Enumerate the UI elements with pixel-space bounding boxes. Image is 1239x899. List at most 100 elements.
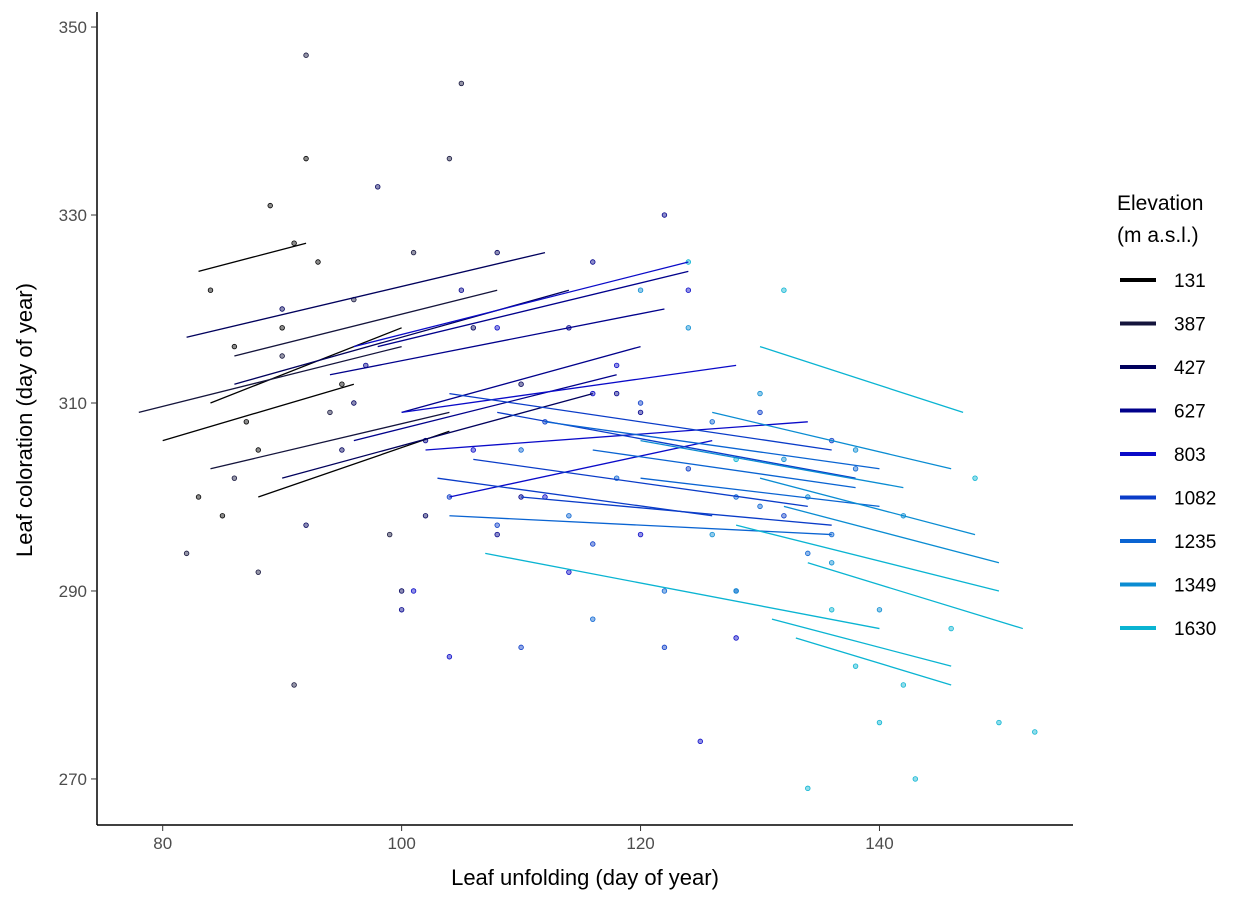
point xyxy=(255,447,261,453)
y-tick-label: 330 xyxy=(59,206,87,225)
point xyxy=(303,52,309,58)
legend-label: 627 xyxy=(1174,402,1206,423)
point xyxy=(733,588,739,594)
point xyxy=(195,494,202,500)
fit-line xyxy=(425,421,808,451)
fit-line xyxy=(210,411,450,470)
fit-line xyxy=(353,374,617,442)
y-tick-label: 290 xyxy=(59,582,87,601)
fit-line xyxy=(329,308,665,376)
point xyxy=(566,513,572,519)
point xyxy=(291,240,297,246)
x-axis-title: Leaf unfolding (day of year) xyxy=(451,865,719,890)
fit-line xyxy=(281,392,593,479)
point xyxy=(243,419,250,425)
point xyxy=(231,343,238,350)
legend-title: Elevation xyxy=(1117,192,1203,215)
point xyxy=(972,475,978,481)
point xyxy=(219,513,226,519)
point xyxy=(279,306,285,312)
point xyxy=(661,588,668,594)
point xyxy=(303,155,309,162)
point xyxy=(446,155,453,162)
point xyxy=(339,381,345,387)
point xyxy=(590,541,596,547)
point xyxy=(805,550,811,557)
point xyxy=(781,456,787,463)
fit-line xyxy=(759,345,964,414)
point xyxy=(410,249,417,256)
point xyxy=(733,635,739,641)
point xyxy=(458,80,465,87)
fit-line xyxy=(186,251,546,338)
fit-line xyxy=(783,505,1000,564)
point xyxy=(613,390,620,397)
point xyxy=(757,503,763,510)
point xyxy=(781,513,787,519)
point xyxy=(637,409,644,416)
point xyxy=(566,569,572,575)
fit-line xyxy=(401,364,737,414)
point xyxy=(267,202,273,209)
point xyxy=(183,550,190,557)
point xyxy=(1032,729,1038,735)
x-tick-label: 80 xyxy=(153,834,172,853)
point xyxy=(637,531,644,538)
point xyxy=(494,249,500,256)
fit-line xyxy=(712,411,952,470)
point xyxy=(697,738,703,745)
point xyxy=(339,447,345,453)
y-axis-title: Leaf coloration (day of year) xyxy=(12,283,37,557)
point xyxy=(518,447,524,453)
point xyxy=(207,287,214,293)
point xyxy=(375,184,381,190)
point xyxy=(255,569,261,575)
fit-line xyxy=(198,242,307,273)
point xyxy=(494,522,500,528)
legend-label: 1349 xyxy=(1174,576,1216,597)
point xyxy=(661,212,668,218)
point xyxy=(470,325,477,331)
x-tick-label: 100 xyxy=(387,834,415,853)
fit-line xyxy=(449,439,713,498)
point xyxy=(291,682,297,688)
legend-label: 1082 xyxy=(1174,489,1216,510)
point xyxy=(398,607,405,613)
fit-line xyxy=(544,421,880,470)
point xyxy=(781,287,787,293)
legend-label: 1630 xyxy=(1174,619,1216,640)
fit-line xyxy=(735,524,1000,592)
fit-line xyxy=(640,477,880,508)
point xyxy=(805,785,811,792)
fit-line xyxy=(377,270,689,348)
point xyxy=(757,390,763,397)
point xyxy=(590,616,596,622)
legend-title: (m a.s.l.) xyxy=(1117,224,1199,247)
point xyxy=(637,400,644,406)
point xyxy=(685,287,692,293)
point xyxy=(613,362,620,369)
fit-line xyxy=(449,392,832,451)
fit-line xyxy=(449,515,832,536)
fit-line xyxy=(234,289,498,357)
point xyxy=(231,475,238,481)
fit-line xyxy=(210,327,402,404)
fit-line xyxy=(138,345,402,414)
fit-line xyxy=(640,439,904,489)
point xyxy=(446,654,453,660)
fit-line xyxy=(771,618,952,667)
point xyxy=(494,325,500,331)
point xyxy=(685,466,692,472)
point xyxy=(410,588,417,594)
y-tick-label: 270 xyxy=(59,770,87,789)
y-tick-label: 310 xyxy=(59,394,87,413)
point xyxy=(398,588,405,594)
point xyxy=(852,663,859,669)
fit-line xyxy=(473,458,808,508)
legend-label: 1235 xyxy=(1174,532,1216,553)
fit-line xyxy=(401,345,641,414)
fit-line xyxy=(162,383,355,442)
x-tick-label: 120 xyxy=(626,834,654,853)
point xyxy=(458,287,465,293)
